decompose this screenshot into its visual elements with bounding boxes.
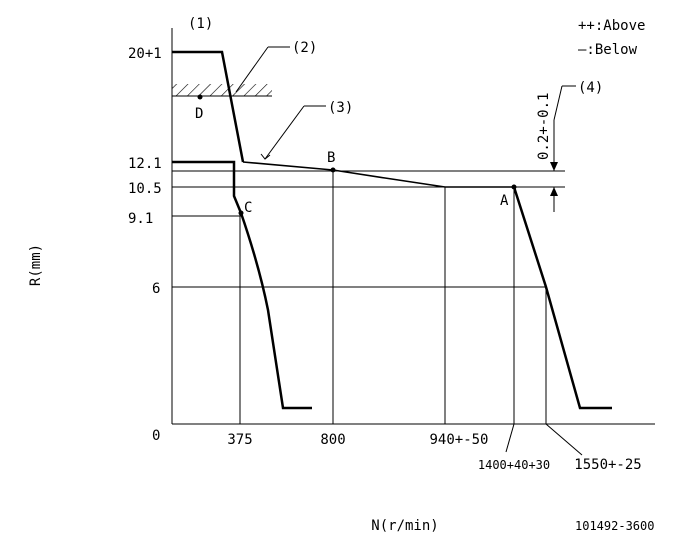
callout-2: (2) [292, 40, 317, 56]
leader-1400 [505, 423, 515, 453]
y-axis-label: R(mm) [28, 244, 44, 286]
x-tick-1550: 1550+-25 [574, 457, 641, 473]
x-tick-1400: 1400+40+30 [478, 458, 550, 472]
point-d-marker [197, 94, 203, 100]
point-a-label: A [500, 193, 509, 209]
point-c-marker [238, 210, 244, 216]
y-tick-9-1: 9.1 [128, 211, 153, 227]
point-b-marker [330, 167, 336, 173]
y-tick-6: 6 [152, 281, 160, 297]
y-tick-0: 0 [152, 428, 160, 444]
upper-curve [172, 50, 245, 163]
point-d-label: D [195, 106, 203, 122]
point-a-marker [511, 184, 517, 190]
y-tick-20: 20+1 [128, 46, 162, 62]
legend-below: —:Below [578, 42, 638, 58]
callout-2-leader [235, 46, 269, 93]
callout-1: (1) [188, 16, 213, 32]
idle-droop-curve [239, 212, 312, 410]
callout-4-leader [553, 85, 563, 121]
right-droop-curve [512, 186, 612, 410]
callout-4: (4) [578, 80, 603, 96]
callout-3-leader [264, 105, 305, 160]
point-b-label: B [327, 150, 335, 166]
x-tick-800: 800 [320, 432, 345, 448]
lower-curve [172, 160, 243, 214]
hatched-stop [172, 84, 272, 96]
y-tick-12-1: 12.1 [128, 156, 162, 172]
callout-3-arrowhead [260, 153, 271, 160]
x-tick-375: 375 [227, 432, 252, 448]
legend-above: ++:Above [578, 18, 645, 34]
dimension-arrowhead-top [550, 162, 558, 171]
x-tick-940: 940+-50 [429, 432, 488, 448]
point-c-label: C [244, 200, 252, 216]
callout-3: (3) [328, 100, 353, 116]
x-axis-label: N(r/min) [371, 518, 438, 534]
y-tick-10-5: 10.5 [128, 181, 162, 197]
dimension-label: 0.2+-0.1 [536, 93, 552, 160]
governor-curve [242, 161, 514, 188]
leader-1550 [545, 423, 583, 456]
doc-number: 101492-3600 [575, 519, 654, 533]
dimension-arrowhead-bottom [550, 187, 558, 196]
